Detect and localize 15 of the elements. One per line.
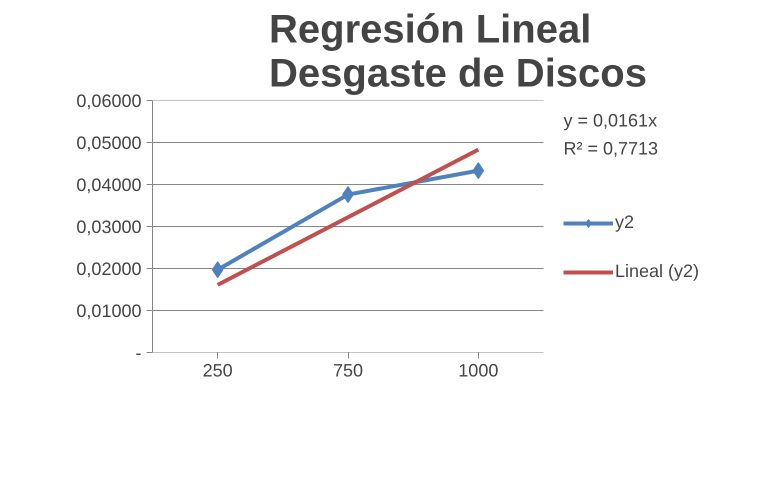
- x-tick-label: 1000: [458, 360, 498, 380]
- x-tick-label: 750: [332, 360, 364, 380]
- legend-label: y2: [615, 212, 635, 233]
- y-tick-label: 0,02000: [76, 259, 142, 279]
- text: y = 0,0161x: [564, 110, 658, 130]
- y-tick-label: 0,06000: [76, 91, 142, 111]
- y-tick-label: 0,05000: [76, 133, 142, 153]
- y-tick-label: 0,01000: [76, 301, 142, 321]
- y-tick-label: 0,03000: [76, 217, 142, 237]
- x-tick-label: 250: [202, 360, 233, 380]
- chart-title: Regresión Lineal Desgaste de Discos: [269, 8, 647, 96]
- y-tick-label: 0,04000: [76, 175, 142, 195]
- legend-label: Lineal (y2): [615, 261, 700, 282]
- text: R² = 0,7713: [564, 138, 658, 158]
- y-tick-label: -: [136, 343, 142, 363]
